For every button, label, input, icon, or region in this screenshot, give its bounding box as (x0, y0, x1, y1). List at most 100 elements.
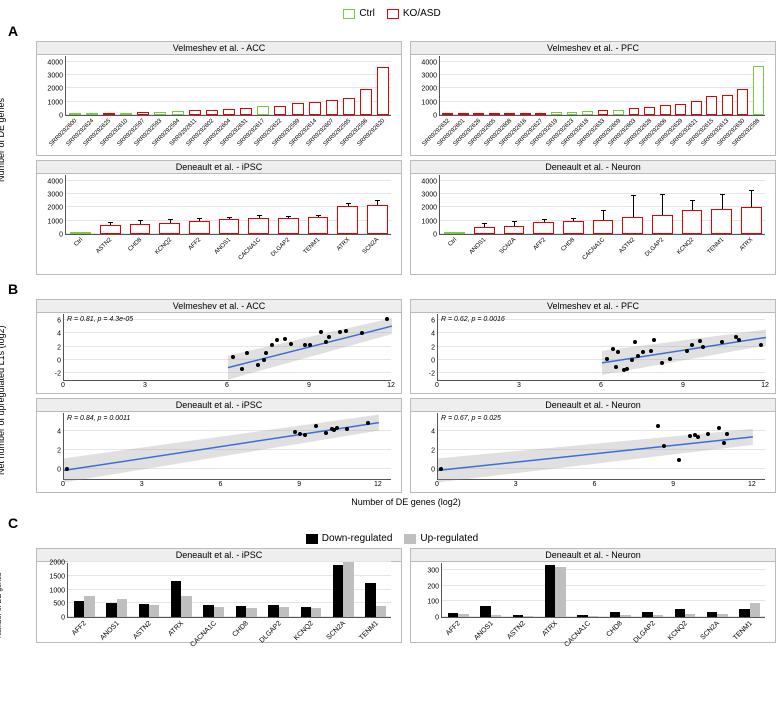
x-label: ATRX (168, 620, 186, 638)
bar (675, 104, 686, 115)
bar-up (491, 615, 501, 617)
x-label: DLGAP2 (271, 237, 292, 258)
x-label: CHD8 (606, 620, 624, 638)
bar (206, 110, 218, 115)
bar-down (480, 606, 490, 617)
legend-ctrl-label: Ctrl (359, 8, 375, 19)
scatter-point (366, 421, 370, 425)
stat-text: R = 0.62, p = 0.0016 (441, 316, 505, 323)
bar-down (74, 601, 84, 618)
bar (248, 218, 269, 234)
bar (309, 102, 321, 115)
bar-down (513, 615, 523, 617)
bar-down (642, 612, 652, 617)
scatter-point (706, 432, 710, 436)
x-label: ASTN2 (132, 620, 153, 641)
scatter-point (324, 340, 328, 344)
scatter-point (298, 432, 302, 436)
panel-b-ylabel: Net number of upregulated L1s (log2) (0, 300, 6, 500)
bar-up (620, 615, 630, 617)
scatter-point (625, 367, 629, 371)
bar (444, 232, 465, 234)
bar (737, 89, 748, 115)
scatter-point (324, 431, 328, 435)
bar (593, 220, 614, 234)
legend-ctrl: Ctrl (343, 8, 375, 19)
bar-down (301, 607, 311, 617)
bar-down (739, 609, 749, 617)
bar (473, 113, 484, 115)
bar (343, 98, 355, 115)
panel-c-label: C (8, 515, 776, 531)
stat-text: R = 0.81, p = 4.3e-05 (67, 316, 133, 323)
x-label: CACNA1C (189, 620, 218, 649)
x-label: AFF2 (445, 620, 462, 637)
panel-c-legend: Down-regulated Up-regulated (8, 533, 776, 544)
subplot-title: Deneault et al. - iPSC (37, 399, 401, 412)
bar-up (343, 562, 353, 617)
bar (154, 112, 166, 115)
scatter-point (633, 340, 637, 344)
x-label: SCN2A (499, 237, 517, 255)
bar (326, 100, 338, 115)
x-label: TENM1 (358, 620, 380, 642)
x-label: DLGAP2 (258, 620, 282, 644)
scatter-point (759, 343, 763, 347)
bar (741, 207, 762, 234)
scatter-point (256, 363, 260, 367)
bar (535, 113, 546, 115)
bar-up (717, 614, 727, 617)
bar (278, 218, 299, 234)
scatter-point (737, 338, 741, 342)
scatter-point (701, 345, 705, 349)
bar-up (246, 608, 256, 617)
panel-b: Velmeshev et al. - ACC-20246R = 0.81, p … (36, 299, 776, 493)
scatter-point (677, 458, 681, 462)
bar (337, 206, 358, 234)
bar (360, 89, 372, 115)
x-label: Ctrl (447, 237, 458, 248)
legend-down: Down-regulated (306, 533, 393, 544)
scatter-point (344, 329, 348, 333)
bar (159, 223, 180, 234)
scatter-point (231, 355, 235, 359)
x-label: CHD8 (232, 620, 250, 638)
bar (504, 113, 515, 115)
x-label: ANOS1 (99, 620, 121, 642)
scatter-point (275, 338, 279, 342)
subplot-title: Velmeshev et al. - PFC (411, 300, 775, 313)
bar (120, 113, 132, 115)
scatter-point (605, 357, 609, 361)
bar-up (149, 605, 159, 617)
bar (292, 103, 304, 115)
scatter-point (630, 358, 634, 362)
panel-c: Deneault et al. - iPSC0500100015002000AF… (36, 548, 776, 643)
bar-down (365, 583, 375, 617)
panel-b-label: B (8, 281, 776, 297)
bar-up (117, 599, 127, 617)
scatter-point (360, 331, 364, 335)
x-label: SCN2A (700, 620, 721, 641)
bar (722, 95, 733, 115)
figure-root: Ctrl KO/ASD A Number of DE genes Velmesh… (8, 8, 776, 643)
bar-down (675, 609, 685, 617)
bar (706, 96, 717, 115)
x-label: AFF2 (71, 620, 88, 637)
panel-a-sub-0: Velmeshev et al. - ACC01000200030004000S… (36, 41, 402, 156)
bar (189, 221, 210, 234)
scatter-point (240, 367, 244, 371)
bar (240, 108, 252, 115)
bar (189, 110, 201, 115)
panel-b-sub-0: Velmeshev et al. - ACC-20246R = 0.81, p … (36, 299, 402, 394)
bar (652, 215, 673, 234)
scatter-point (662, 444, 666, 448)
bar-down (333, 565, 343, 617)
bar-down (236, 606, 246, 617)
panel-c-sub-0: Deneault et al. - iPSC0500100015002000AF… (36, 548, 402, 643)
bar (223, 109, 235, 115)
scatter-point (616, 350, 620, 354)
bar-up (750, 603, 760, 617)
scatter-point (65, 467, 69, 471)
bar-down (448, 613, 458, 617)
bar-up (376, 606, 386, 617)
